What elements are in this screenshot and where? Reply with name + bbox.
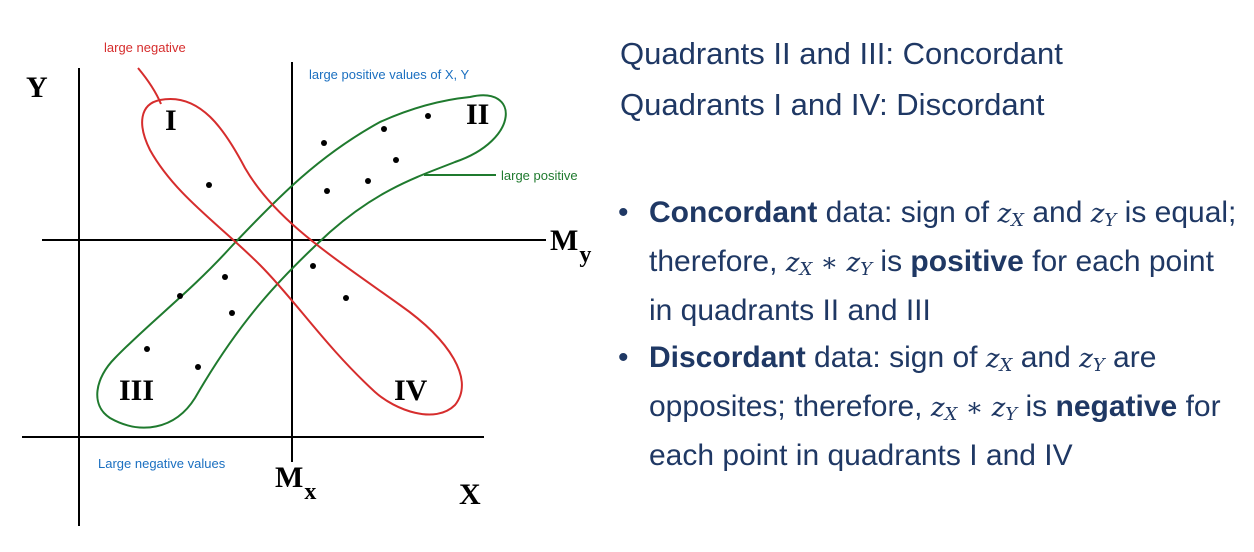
bullet-dot-icon: •	[618, 196, 629, 229]
bullet-concordant: • Concordant data: sign of zX and zY is …	[615, 192, 1245, 331]
data-point	[381, 126, 387, 132]
data-point	[206, 182, 212, 188]
data-point	[365, 178, 371, 184]
text-span: for each point in quadrants II and III	[649, 245, 1214, 327]
data-point	[229, 310, 235, 316]
annotation-large-negative: large negative	[104, 40, 186, 55]
text-span: and	[1023, 196, 1091, 229]
math-zx: zX	[985, 344, 1013, 376]
annotation-large-negative-values: Large negative values	[98, 456, 226, 471]
term-concordant: Concordant	[649, 196, 818, 229]
text-span: is	[1017, 390, 1056, 423]
annotation-large-positive: large positive	[501, 168, 578, 183]
annotation-large-positive-xy: large positive values of X, Y	[309, 67, 470, 82]
concordant-loop	[96, 94, 507, 429]
data-points	[144, 113, 431, 370]
data-point	[425, 113, 431, 119]
term-negative: negative	[1055, 390, 1178, 423]
math-product: zX ∗ zY	[785, 248, 873, 280]
data-point	[393, 157, 399, 163]
math-zy: zY	[1090, 199, 1117, 231]
large-negative-pointer	[137, 67, 162, 105]
math-zx: zX	[997, 199, 1024, 231]
text-span: is equal; therefore,	[649, 196, 1237, 278]
heading-concordant: Quadrants II and III: Concordant	[620, 36, 1063, 71]
data-point	[177, 293, 183, 299]
text-span: and	[1012, 341, 1080, 374]
data-point	[222, 274, 228, 280]
mean-x-label: Mx	[275, 461, 316, 505]
quadrant-label-4: IV	[394, 374, 428, 407]
bullet-discordant: • Discordant data: sign of zX and zY are…	[615, 337, 1245, 476]
math-product: zX ∗ zY	[930, 393, 1018, 425]
quadrant-label-1: I	[165, 104, 177, 137]
math-zy: zY	[1079, 344, 1105, 376]
mean-y-label: My	[550, 224, 591, 268]
scatter-quadrant-diagram: Y X Mx My I II III IV large negative lar…	[22, 40, 591, 526]
text-span: is	[872, 245, 911, 278]
bullet-dot-icon: •	[618, 341, 629, 374]
data-point	[195, 364, 201, 370]
text-span: are opposites; therefore,	[649, 341, 1157, 423]
text-span: for each point in quadrants I and IV	[649, 390, 1221, 472]
text-span: data: sign of	[817, 196, 998, 229]
bullet-list: • Concordant data: sign of zX and zY is …	[615, 192, 1245, 482]
data-point	[310, 263, 316, 269]
text-span: data: sign of	[805, 341, 986, 374]
x-axis-label: X	[459, 478, 481, 511]
quadrant-label-2: II	[466, 98, 489, 131]
data-point	[324, 188, 330, 194]
term-positive: positive	[910, 245, 1024, 278]
data-point	[144, 346, 150, 352]
y-axis-label: Y	[26, 71, 48, 104]
discordant-loop	[141, 97, 463, 416]
quadrant-label-3: III	[119, 374, 154, 407]
data-point	[321, 140, 327, 146]
data-point	[343, 295, 349, 301]
heading-discordant: Quadrants I and IV: Discordant	[620, 87, 1045, 122]
term-discordant: Discordant	[649, 341, 806, 374]
